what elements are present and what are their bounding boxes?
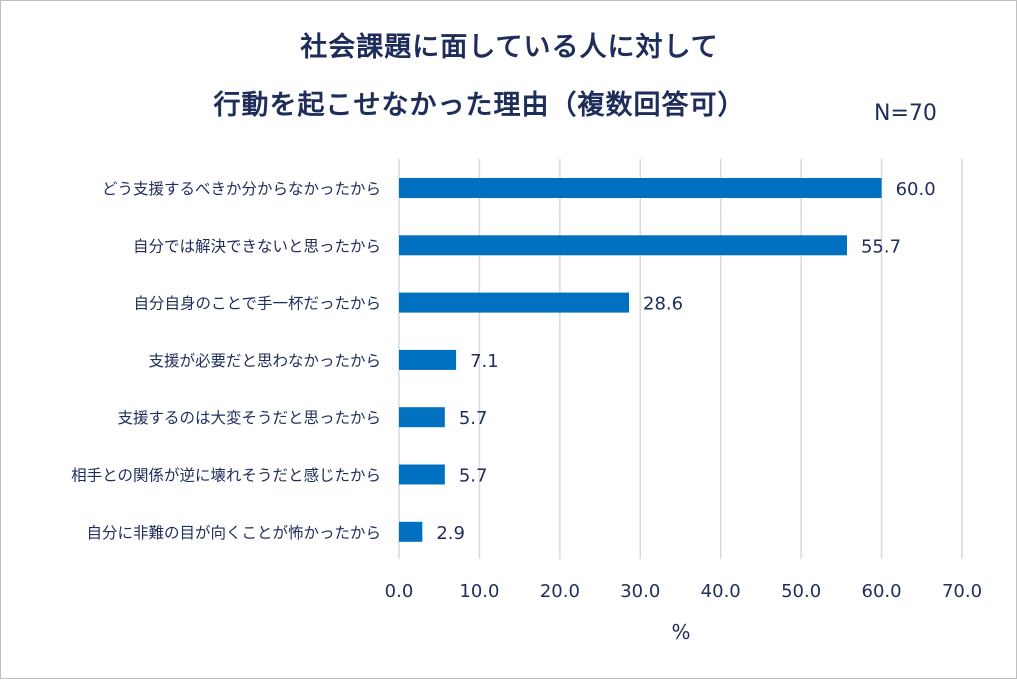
bar-1 — [399, 235, 847, 256]
x-tick-label-1: 10.0 — [459, 581, 499, 602]
category-label-2: 自分自身のことで手一杯だったから — [133, 295, 381, 313]
bar-0 — [399, 178, 882, 198]
bar-2 — [399, 292, 630, 313]
chart-title-line-1: 社会課題に面している人に対して — [300, 32, 719, 63]
x-tick-label-3: 30.0 — [620, 581, 660, 602]
category-label-0: どう支援するべきか分からなかったから — [102, 180, 381, 198]
x-axis-label: % — [671, 620, 690, 644]
chart-title-line-2: 行動を起こせなかった理由（複数回答可） — [213, 90, 746, 121]
x-tick-label-5: 50.0 — [781, 581, 821, 602]
value-label-0: 60.0 — [896, 179, 936, 200]
value-label-2: 28.6 — [643, 294, 683, 315]
x-tick-label-6: 60.0 — [862, 581, 902, 602]
bar-4 — [399, 407, 445, 428]
category-label-1: 自分では解決できないと思ったから — [133, 237, 381, 255]
value-label-3: 7.1 — [470, 351, 499, 372]
bar-6 — [399, 521, 423, 542]
category-label-3: 支援が必要だと思わなかったから — [148, 352, 381, 370]
x-tick-label-7: 70.0 — [942, 581, 982, 602]
category-label-5: 相手との関係が逆に壊れそうだと感じたから — [71, 467, 381, 485]
x-tick-label-2: 20.0 — [540, 581, 580, 602]
value-label-5: 5.7 — [459, 466, 488, 487]
sample-size-label: N=70 — [874, 101, 937, 126]
bar-5 — [399, 464, 445, 485]
x-tick-label-4: 40.0 — [701, 581, 741, 602]
x-tick-label-0: 0.0 — [385, 581, 414, 602]
category-label-4: 支援するのは大変そうだと思ったから — [117, 409, 381, 427]
value-label-6: 2.9 — [436, 523, 465, 544]
category-label-6: 自分に非難の目が向くことが怖かったから — [86, 524, 381, 542]
value-label-4: 5.7 — [459, 408, 488, 429]
value-label-1: 55.7 — [861, 236, 901, 257]
bar-3 — [399, 349, 457, 370]
